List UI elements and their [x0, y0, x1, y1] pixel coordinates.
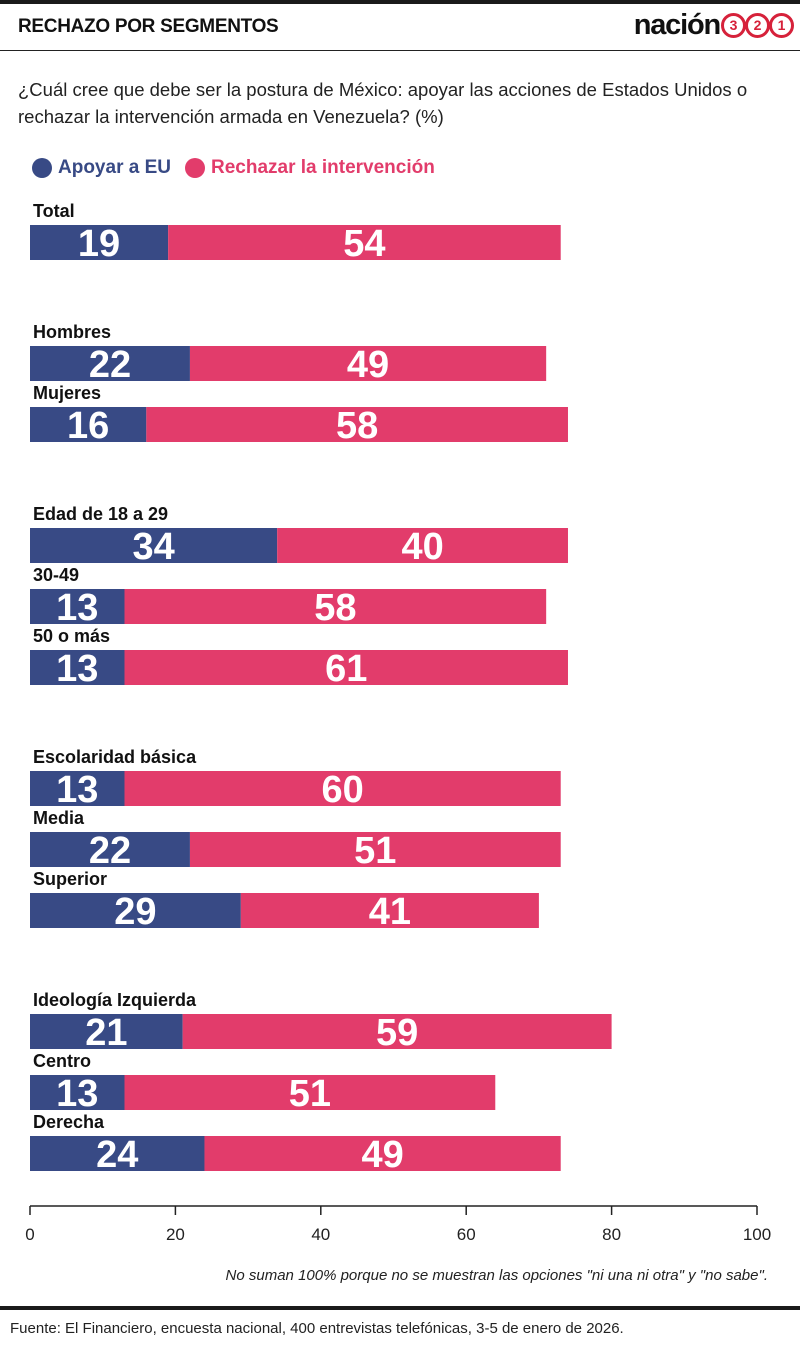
bar-reject-value: 58 — [336, 405, 378, 447]
top-rule — [0, 0, 800, 4]
bar-support — [30, 1075, 125, 1110]
footnote: No suman 100% porque no se muestran las … — [225, 1267, 768, 1284]
legend-dot-reject-icon — [184, 158, 205, 178]
bar-reject — [168, 225, 561, 260]
bar-support-value: 19 — [78, 223, 120, 265]
bar-support-value: 29 — [114, 891, 156, 933]
bar-support — [30, 1136, 205, 1171]
bar-support — [30, 1014, 183, 1049]
x-axis-tick-label: 80 — [602, 1225, 621, 1244]
legend-label-support: Apoyar a EU — [58, 157, 171, 178]
bar-reject — [189, 832, 561, 867]
bar-category-label: Escolaridad básica — [33, 747, 197, 767]
bar-reject — [204, 1136, 561, 1171]
bar-category-label: Superior — [33, 869, 107, 889]
bar-support — [30, 225, 169, 260]
bar-category-label: 50 o más — [33, 626, 110, 646]
bar-reject-value: 49 — [347, 344, 389, 386]
logo-digit-1: 3 — [721, 12, 746, 38]
legend-item-support: Apoyar a EU — [32, 157, 171, 179]
legend-label-reject: Rechazar la intervención — [210, 157, 435, 178]
bar-support-value: 16 — [67, 405, 109, 447]
bar-reject-value: 49 — [361, 1134, 403, 1176]
bar-support — [30, 893, 241, 928]
bar-support-value: 24 — [96, 1134, 138, 1176]
bar-support — [30, 528, 278, 563]
bar-category-label: 30-49 — [33, 565, 79, 585]
bar-category-label: Total — [33, 201, 75, 221]
bar-reject-value: 40 — [401, 526, 443, 568]
bar-category-label: Ideología Izquierda — [33, 990, 197, 1010]
bar-category-label: Mujeres — [33, 383, 101, 403]
bar-category-label: Centro — [33, 1051, 91, 1071]
bar-support — [30, 650, 125, 685]
x-axis-tick-label: 20 — [166, 1225, 185, 1244]
bar-support — [30, 832, 190, 867]
logo-word: nación — [633, 8, 721, 41]
bar-support-value: 22 — [89, 830, 131, 872]
bar-reject — [124, 771, 561, 806]
footer-divider — [0, 1306, 800, 1310]
bar-reject — [124, 589, 547, 624]
legend-item-reject: Rechazar la intervención — [184, 157, 435, 179]
x-axis-tick-label: 100 — [743, 1225, 771, 1244]
bar-reject-value: 41 — [369, 891, 411, 933]
source-text: Fuente: El Financiero, encuesta nacional… — [10, 1320, 624, 1337]
bar-support-value: 21 — [85, 1012, 127, 1054]
bar-reject-value: 51 — [289, 1073, 331, 1115]
bar-support — [30, 771, 125, 806]
logo-digit-2: 2 — [745, 12, 770, 38]
logo-digit-3: 1 — [769, 12, 794, 38]
bar-category-label: Derecha — [33, 1112, 105, 1132]
bar-support — [30, 589, 125, 624]
bar-support-value: 13 — [56, 769, 98, 811]
bar-reject-value: 60 — [321, 769, 363, 811]
bar-reject — [124, 1075, 496, 1110]
bar-reject — [277, 528, 568, 563]
bar-reject — [240, 893, 539, 928]
bar-support-value: 13 — [56, 587, 98, 629]
bar-reject-value: 61 — [325, 648, 367, 690]
bar-reject-value: 51 — [354, 830, 396, 872]
brand-logo: nación 3 2 1 — [634, 8, 794, 42]
logo-badges: 3 2 1 — [721, 12, 794, 38]
legend: Apoyar a EU Rechazar la intervención — [32, 157, 449, 179]
bar-support-value: 22 — [89, 344, 131, 386]
bar-support-value: 13 — [56, 1073, 98, 1115]
bar-reject — [146, 407, 568, 442]
bar-reject-value: 54 — [343, 223, 385, 265]
chart-title: RECHAZO POR SEGMENTOS — [18, 16, 279, 37]
legend-dot-support-icon — [32, 158, 52, 178]
bar-reject — [189, 346, 547, 381]
bar-reject — [182, 1014, 612, 1049]
bar-category-label: Edad de 18 a 29 — [33, 504, 168, 524]
bar-support — [30, 346, 190, 381]
bar-reject — [124, 650, 568, 685]
x-axis-tick-label: 0 — [25, 1225, 34, 1244]
x-axis-tick-label: 40 — [311, 1225, 330, 1244]
header-divider — [0, 50, 800, 51]
bar-support-value: 13 — [56, 648, 98, 690]
question-text: ¿Cuál cree que debe ser la postura de Mé… — [18, 79, 748, 127]
bar-category-label: Hombres — [33, 322, 111, 342]
bar-reject-value: 58 — [314, 587, 356, 629]
bar-reject-value: 59 — [376, 1012, 418, 1054]
x-axis-tick-label: 60 — [457, 1225, 476, 1244]
bar-support — [30, 407, 147, 442]
bar-category-label: Media — [33, 808, 85, 828]
bar-support-value: 34 — [132, 526, 174, 568]
